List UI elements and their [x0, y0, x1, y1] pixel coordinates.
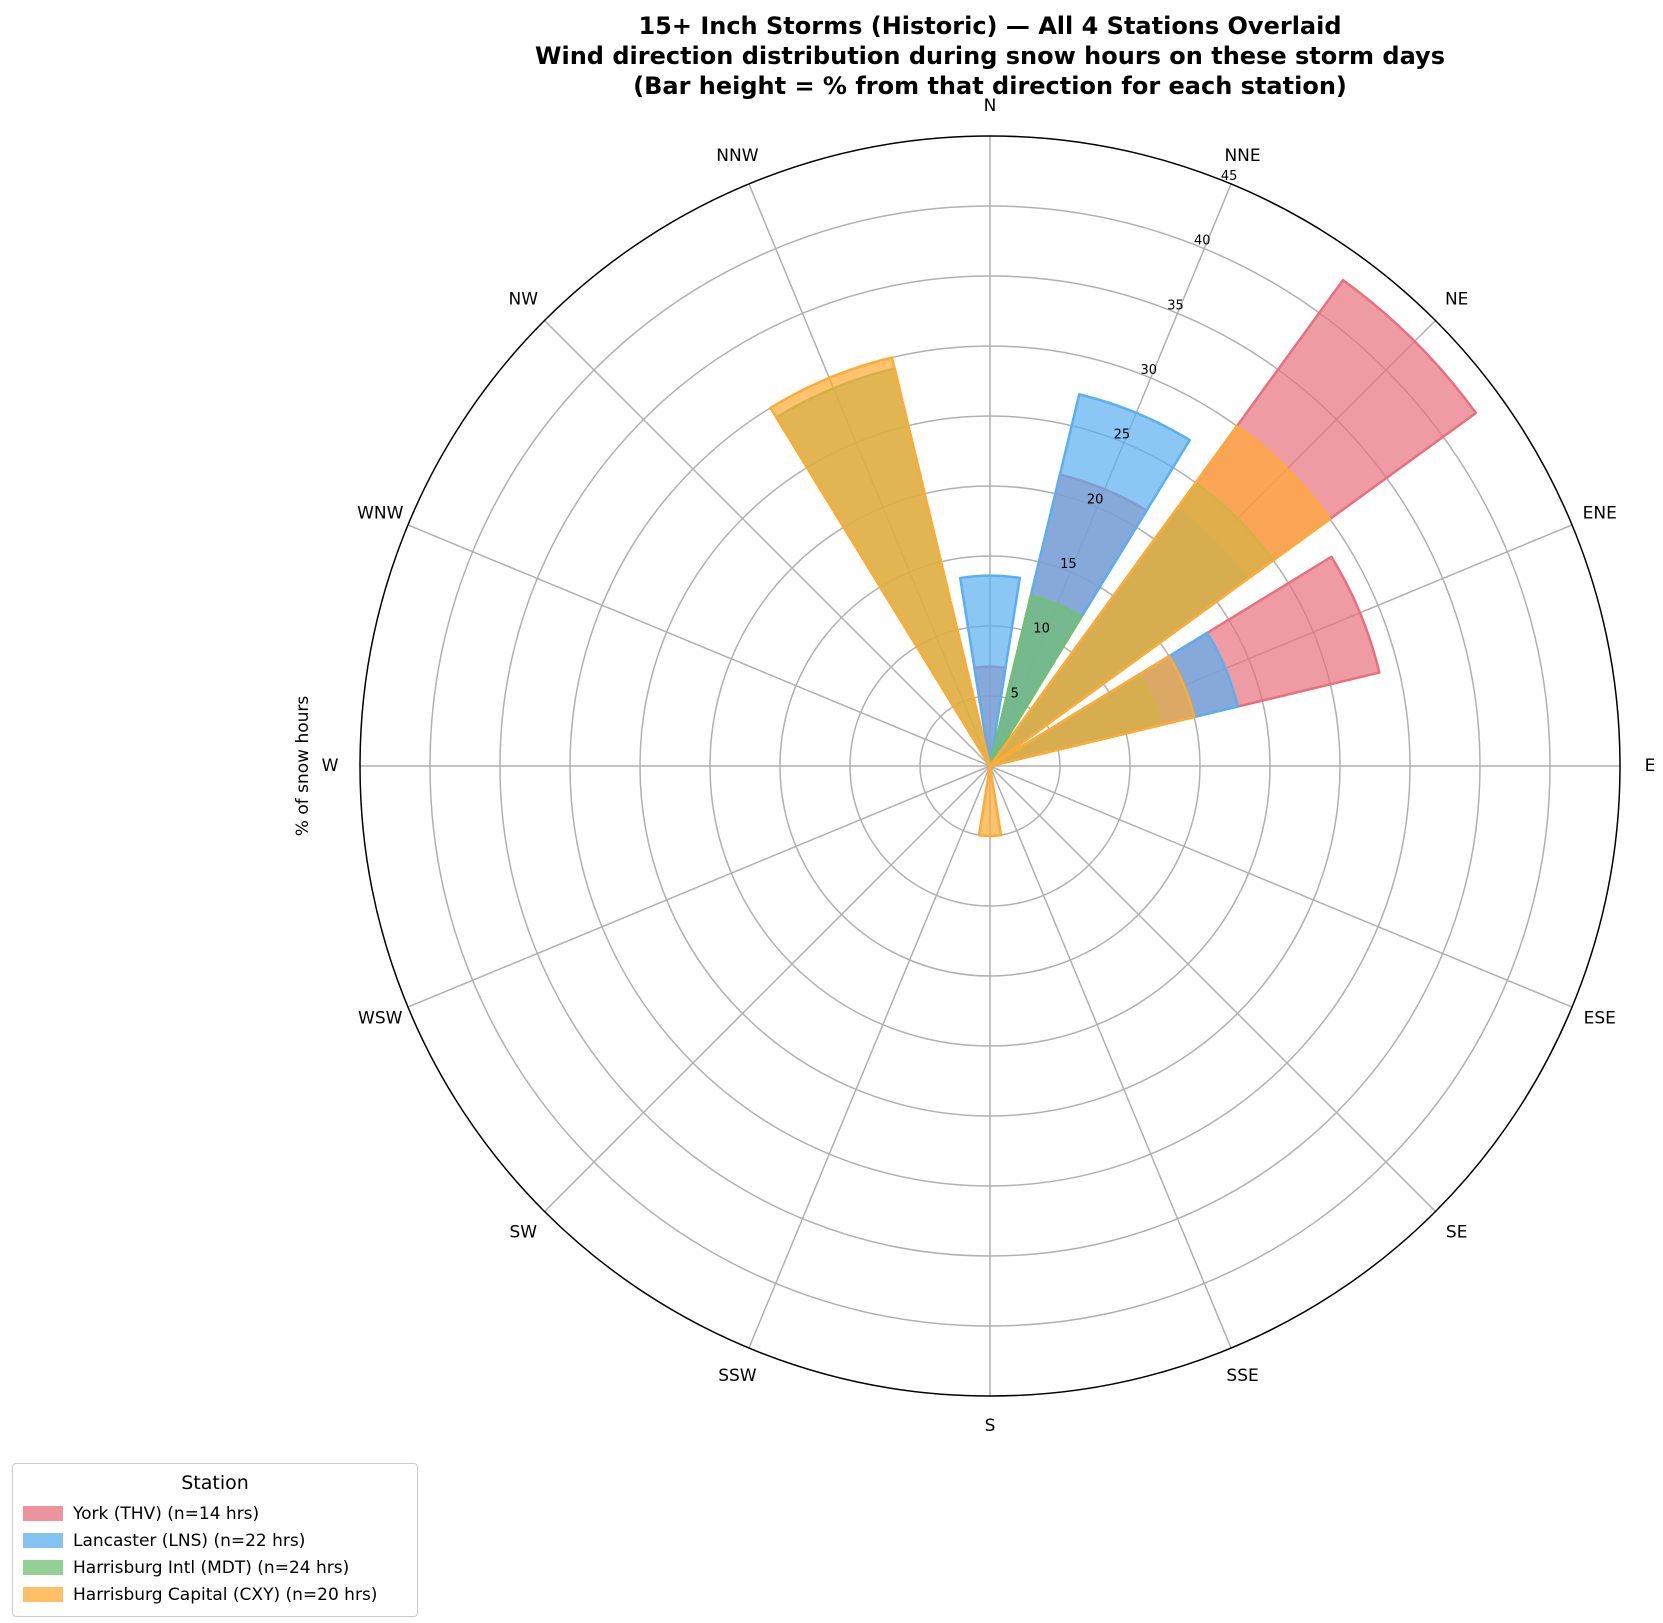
r-tick-label-45: 45	[1221, 169, 1238, 184]
legend: Station York (THV) (n=14 hrs) Lancaster (…	[12, 1463, 418, 1617]
direction-label-n: N	[984, 96, 997, 116]
r-tick-label-15: 15	[1060, 557, 1077, 572]
direction-label-ese: ESE	[1584, 1009, 1616, 1029]
legend-label: Lancaster (LNS) (n=22 hrs)	[73, 1530, 306, 1551]
bars	[769, 278, 1478, 838]
legend-item-2: Harrisburg Intl (MDT) (n=24 hrs)	[23, 1554, 407, 1581]
spoke-nw	[543, 319, 991, 767]
r-tick-label-35: 35	[1167, 298, 1184, 313]
legend-label: Harrisburg Intl (MDT) (n=24 hrs)	[73, 1557, 350, 1578]
direction-label-ene: ENE	[1583, 503, 1617, 523]
direction-label-se: SE	[1446, 1223, 1468, 1243]
r-tick-label-30: 30	[1140, 363, 1157, 378]
direction-label-sw: SW	[510, 1223, 538, 1243]
direction-label-ssw: SSW	[718, 1366, 757, 1386]
spoke-sw	[543, 765, 991, 1213]
r-tick-label-5: 5	[1011, 686, 1019, 701]
bar-series-3-ne	[988, 424, 1332, 768]
direction-label-w: W	[322, 756, 339, 776]
r-tick-label-40: 40	[1194, 234, 1211, 249]
bar-series-3-nnw	[769, 356, 992, 768]
direction-label-nne: NNE	[1224, 146, 1260, 166]
legend-label: York (THV) (n=14 hrs)	[73, 1503, 260, 1524]
r-tick-label-20: 20	[1087, 492, 1104, 507]
legend-swatch	[23, 1533, 63, 1548]
direction-label-wnw: WNW	[357, 503, 404, 523]
radial-tick-labels: 5 10 15 20 25 30 35 40 45	[1011, 169, 1238, 701]
direction-label-sse: SSE	[1226, 1366, 1258, 1386]
r-tick-label-10: 10	[1033, 622, 1050, 637]
direction-labels: N NNE NE ENE E ESE SE SSE S SSW SW WSW W WNW NW NNW	[322, 96, 1656, 1436]
legend-swatch	[23, 1560, 63, 1575]
spoke-wnw	[407, 524, 991, 767]
title-line-3: (Bar height = % from that direction for …	[633, 72, 1347, 100]
legend-item-0: York (THV) (n=14 hrs)	[23, 1500, 407, 1527]
polar-frame	[359, 135, 1621, 1397]
r-tick-label-25: 25	[1114, 428, 1131, 443]
y-axis-label: % of snow hours	[293, 696, 313, 837]
legend-swatch	[23, 1587, 63, 1602]
direction-label-nnw: NNW	[716, 146, 758, 166]
legend-label: Harrisburg Capital (CXY) (n=20 hrs)	[73, 1584, 378, 1605]
legend-title: Station	[181, 1472, 249, 1494]
legend-swatch	[23, 1506, 63, 1521]
legend-item-1: Lancaster (LNS) (n=22 hrs)	[23, 1527, 407, 1554]
direction-label-e: E	[1645, 756, 1656, 776]
spoke-sse	[989, 765, 1232, 1349]
spoke-ssw	[748, 765, 991, 1349]
spoke-wsw	[407, 765, 991, 1008]
bar-series-2-nne	[988, 594, 1083, 768]
chart-title: 15+ Inch Storms (Historic) — All 4 Stati…	[535, 12, 1445, 100]
spoke-se	[989, 765, 1437, 1213]
direction-label-nw: NW	[509, 289, 539, 309]
direction-label-wsw: WSW	[358, 1009, 403, 1029]
bar-series-3-s	[977, 764, 1003, 838]
title-line-2: Wind direction distribution during snow …	[535, 42, 1445, 70]
spoke-ese	[989, 765, 1573, 1008]
direction-label-ne: NE	[1445, 289, 1468, 309]
title-line-1: 15+ Inch Storms (Historic) — All 4 Stati…	[638, 12, 1341, 40]
legend-item-3: Harrisburg Capital (CXY) (n=20 hrs)	[23, 1581, 407, 1608]
bar-series-1-n	[958, 574, 1022, 768]
direction-label-s: S	[985, 1416, 996, 1436]
bar-series-3-ene	[988, 655, 1196, 768]
